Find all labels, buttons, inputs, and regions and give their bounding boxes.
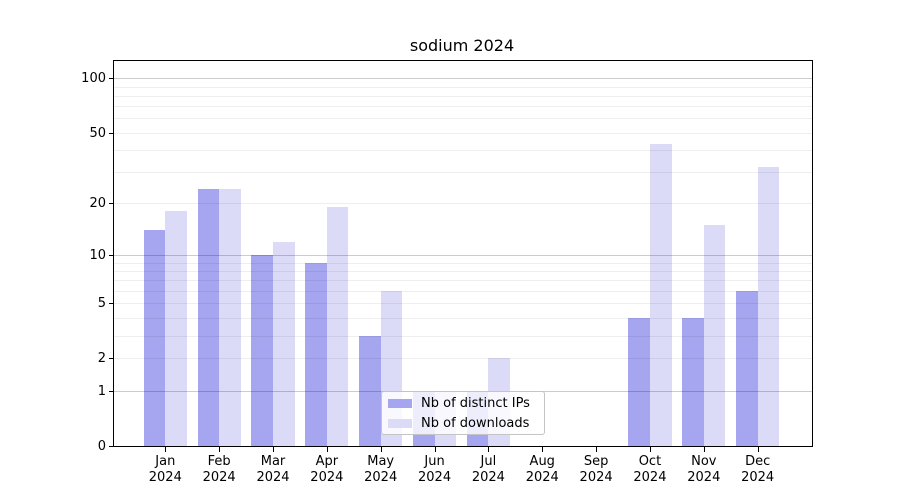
y-tick-label: 100 <box>81 71 106 87</box>
gridline-minor <box>114 262 812 264</box>
x-tick-mark <box>165 447 167 452</box>
y-tick-mark <box>109 446 113 447</box>
x-tick-mark <box>757 447 759 452</box>
bar-nb-of-distinct-ips-dec <box>736 290 758 446</box>
bar-nb-of-distinct-ips-oct <box>628 317 650 446</box>
x-tick-mark <box>488 447 490 452</box>
bar-nb-of-distinct-ips-apr <box>305 262 327 446</box>
gridline-minor <box>114 335 812 337</box>
x-tick-mark <box>649 447 651 452</box>
gridline-minor <box>114 118 812 120</box>
y-tick-mark <box>109 78 113 80</box>
legend-swatch-distinct-ips <box>388 398 412 408</box>
bar-nb-of-downloads-feb <box>219 189 241 446</box>
y-tick-mark <box>109 254 113 256</box>
x-tick-mark <box>219 447 221 452</box>
gridline-minor <box>114 280 812 282</box>
x-tick-label-sep: Sep 2024 <box>579 454 613 485</box>
bar-nb-of-distinct-ips-may <box>359 335 381 446</box>
x-tick-label-oct: Oct 2024 <box>633 454 667 485</box>
x-tick-label-apr: Apr 2024 <box>310 454 344 485</box>
plot-area: 0 1 2 5 10 20 50 100 Jan 2024 Feb 2024 Mar 2024 Apr 202… <box>81 60 813 485</box>
y-tick-mark <box>109 132 113 134</box>
y-tick-label: 10 <box>89 247 106 263</box>
legend-swatch-downloads <box>388 418 412 428</box>
bar-nb-of-downloads-oct <box>649 144 672 446</box>
legend-item-distinct-ips: Nb of distinct IPs <box>388 396 544 411</box>
bar-nb-of-downloads-nov <box>703 225 726 446</box>
y-tick-mark <box>109 303 113 305</box>
x-tick-mark <box>703 447 705 452</box>
x-tick-label-jun: Jun 2024 <box>418 454 452 485</box>
gridline-minor <box>114 317 812 319</box>
gridline-minor <box>114 203 812 205</box>
gridline-major <box>114 254 812 256</box>
bar-nb-of-downloads-apr <box>326 207 349 446</box>
bar-nb-of-distinct-ips-nov <box>682 317 704 446</box>
x-tick-label-feb: Feb 2024 <box>202 454 236 485</box>
x-tick-label-jul: Jul 2024 <box>471 454 505 485</box>
legend-label-distinct-ips: Nb of distinct IPs <box>421 395 530 411</box>
x-tick-label-may: May 2024 <box>364 454 398 485</box>
gridline-minor <box>114 95 812 97</box>
x-tick-mark <box>596 447 598 452</box>
bar-nb-of-downloads-jan <box>165 211 187 446</box>
y-tick-label: 5 <box>97 296 106 312</box>
gridline-major <box>114 78 812 80</box>
x-tick-mark <box>542 447 544 452</box>
gridline-minor <box>114 172 812 174</box>
y-tick-label: 20 <box>89 196 106 212</box>
x-tick-label-nov: Nov 2024 <box>687 454 721 485</box>
legend: Nb of distinct IPs Nb of downloads <box>381 391 545 435</box>
bar-nb-of-distinct-ips-mar <box>251 254 273 446</box>
y-tick-mark <box>109 203 113 205</box>
gridline-minor <box>114 358 812 360</box>
y-tick-label: 50 <box>89 125 106 141</box>
x-tick-label-aug: Aug 2024 <box>525 454 559 485</box>
x-tick-mark <box>273 447 274 452</box>
x-tick-mark <box>434 447 436 452</box>
x-tick-label-jan: Jan 2024 <box>148 454 182 485</box>
y-tick-mark <box>109 358 113 360</box>
gridline-minor <box>114 106 812 108</box>
bar-nb-of-downloads-dec <box>757 167 780 446</box>
y-tick-mark <box>109 390 113 392</box>
y-tick-label: 1 <box>97 383 106 399</box>
x-tick-label-dec: Dec 2024 <box>741 454 775 485</box>
legend-item-downloads: Nb of downloads <box>388 416 544 431</box>
x-tick-label-mar: Mar 2024 <box>256 454 290 485</box>
gridline-minor <box>114 303 812 305</box>
gridline-minor <box>114 150 812 152</box>
y-tick-label: 2 <box>97 351 106 367</box>
legend-label-downloads: Nb of downloads <box>421 415 530 431</box>
gridline-minor <box>114 86 812 88</box>
gridline-minor <box>114 290 812 292</box>
bar-nb-of-distinct-ips-feb <box>197 189 220 446</box>
gridline-minor <box>114 132 812 134</box>
x-tick-mark <box>380 447 382 452</box>
chart-title: sodium 2024 <box>409 36 515 55</box>
x-tick-mark <box>326 447 328 452</box>
gridline-minor <box>114 270 812 272</box>
y-tick-label: 0 <box>97 439 106 454</box>
bar-nb-of-downloads-mar <box>273 241 295 446</box>
bar-nb-of-distinct-ips-jan <box>143 230 166 446</box>
